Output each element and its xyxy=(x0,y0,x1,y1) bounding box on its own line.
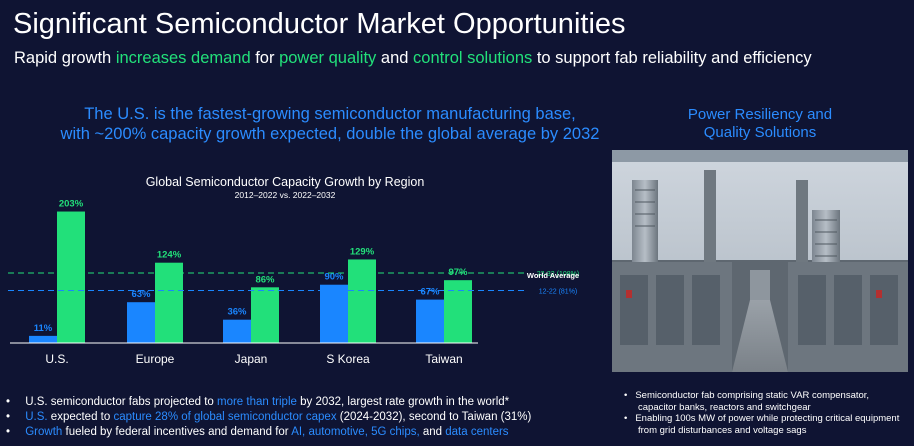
chart-headline: The U.S. is the fastest-growing semicond… xyxy=(40,104,620,144)
bullet-2-text-1: expected to xyxy=(47,411,114,423)
photo-bullet-item: Semiconductor fab comprising static VAR … xyxy=(624,390,910,413)
bar-label: 63% xyxy=(131,289,151,300)
photo-title-line-1: Power Resiliency and xyxy=(687,106,833,123)
bullet-item-3: Growth fueled by federal incentives and … xyxy=(6,425,531,440)
world-average-title: World Average xyxy=(527,271,579,280)
bullet-3-highlight-growth: Growth xyxy=(25,426,63,438)
bar-taiwan-12-22 xyxy=(416,299,444,343)
x-tick-label: Europe xyxy=(136,352,175,366)
bar-us-22-32 xyxy=(57,211,85,343)
substation-image xyxy=(612,150,908,372)
bar-label: 129% xyxy=(350,246,375,257)
chart-subtitle: 2012–2022 vs. 2022–2032 xyxy=(235,190,336,200)
subtitle-highlight-control: control solutions xyxy=(413,49,533,67)
bullet-item-1: U.S. semiconductor fabs projected to mor… xyxy=(6,395,531,410)
bullet-2-highlight-us: U.S. xyxy=(25,411,48,423)
photo-title: Power Resiliency and Quality Solutions xyxy=(610,106,910,142)
chart-title: Global Semiconductor Capacity Growth by … xyxy=(146,175,425,189)
bar-europe-22-32 xyxy=(155,262,183,343)
subtitle-text-3: and xyxy=(376,49,414,67)
fab-equipment-photo xyxy=(612,150,908,372)
bar-label: 67% xyxy=(420,287,440,298)
headline-line-2: with ~200% capacity growth expected, dou… xyxy=(60,125,600,143)
bar-japan-12-22 xyxy=(223,319,251,343)
bar-taiwan-22-32 xyxy=(444,280,472,343)
bullet-list: U.S. semiconductor fabs projected to mor… xyxy=(6,395,531,440)
bullet-1-highlight: more than triple xyxy=(217,396,297,408)
bullet-3-highlight-datacenters: data centers xyxy=(445,426,509,438)
bar-label: 11% xyxy=(34,323,53,334)
bar-label: 86% xyxy=(255,274,275,285)
bar-label: 203% xyxy=(59,199,84,210)
headline-line-1: The U.S. is the fastest-growing semicond… xyxy=(84,105,576,123)
subtitle-text-1: Rapid growth xyxy=(14,49,116,67)
bullet-2-text-2: (2024-2032), second to Taiwan (31%) xyxy=(336,411,532,423)
bar-skorea-12-22 xyxy=(320,284,348,343)
x-tick-label: Taiwan xyxy=(425,352,462,366)
slide-title: Significant Semiconductor Market Opportu… xyxy=(13,8,626,40)
bullet-3-highlight-markets: AI, automotive, 5G chips, xyxy=(291,426,420,438)
bullet-item-2: U.S. expected to capture 28% of global s… xyxy=(6,410,531,425)
bar-europe-12-22 xyxy=(127,302,155,343)
x-axis-labels: U.S. Europe Japan S Korea Taiwan xyxy=(45,352,462,366)
reference-line-label: 12-22 (81%) xyxy=(539,289,578,296)
x-tick-label: Japan xyxy=(235,352,268,366)
bar-us-12-22 xyxy=(29,335,57,343)
bullet-3-text-1: fueled by federal incentives and demand … xyxy=(62,426,292,438)
subtitle-text-2: for xyxy=(250,49,280,67)
x-tick-label: S Korea xyxy=(326,352,370,366)
bullet-1-text-1: U.S. semiconductor fabs projected to xyxy=(25,396,217,408)
bullet-2-highlight-capex: capture 28% of global semiconductor cape… xyxy=(113,411,337,423)
subtitle-text-4: to support fab reliability and efficienc… xyxy=(532,49,812,67)
chart-bars: 11%203%63%124%36%86% 90%129%67%97% xyxy=(29,199,472,343)
bullet-1-text-2: by 2032, largest rate growth in the worl… xyxy=(296,396,510,408)
slide-subtitle: Rapid growth increases demand for power … xyxy=(14,49,812,68)
bar-label: 90% xyxy=(324,272,344,283)
photo-title-line-2: Quality Solutions xyxy=(703,124,817,141)
photo-bullet-item: Enabling 100s MW of power while protecti… xyxy=(624,413,910,436)
subtitle-highlight-power-quality: power quality xyxy=(279,49,377,67)
reference-lines: 22-32 (108%) 12-22 (81%) xyxy=(8,271,579,296)
subtitle-highlight-demand: increases demand xyxy=(115,49,251,67)
bar-skorea-22-32 xyxy=(348,259,376,343)
capacity-growth-chart: Global Semiconductor Capacity Growth by … xyxy=(8,175,579,366)
bullet-3-text-2: and xyxy=(419,426,446,438)
x-tick-label: U.S. xyxy=(45,352,68,366)
bar-label: 36% xyxy=(227,307,247,318)
reference-line-label: 22-32 (108%) xyxy=(537,271,579,278)
bar-label: 124% xyxy=(157,250,182,261)
photo-bullet-list: Semiconductor fab comprising static VAR … xyxy=(624,390,910,436)
bar-japan-22-32 xyxy=(251,287,279,343)
